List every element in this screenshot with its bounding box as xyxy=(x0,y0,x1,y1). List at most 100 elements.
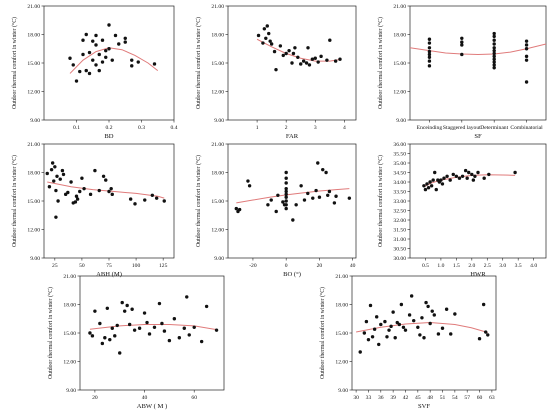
data-point-hwr xyxy=(429,184,434,188)
fit-line-sf xyxy=(409,43,547,55)
data-point-abh xyxy=(78,189,82,194)
x-tick-label-bo: 40 xyxy=(350,263,356,269)
data-point-svf xyxy=(399,302,404,307)
data-point-svf xyxy=(428,321,432,326)
data-point-svf xyxy=(377,342,381,347)
data-point-bd xyxy=(78,69,82,74)
y-tick-label-abw: 15.00 xyxy=(63,331,76,337)
data-point-hwr xyxy=(434,187,438,192)
data-point-sf xyxy=(524,54,529,59)
y-tick-label-bo: 9.00 xyxy=(214,256,224,262)
data-point-bo xyxy=(326,193,330,197)
data-point-far xyxy=(269,42,274,46)
panel-abh: 9.00 12.00 15.00 18.00 21.00 25 50 75 100 125 ABH … xyxy=(11,142,175,278)
data-point-sf xyxy=(524,47,529,51)
data-point-abw xyxy=(137,326,142,330)
data-point-sf xyxy=(492,34,496,39)
data-point-hwr xyxy=(513,170,517,175)
data-point-bo xyxy=(314,188,318,193)
plot-frame-abh xyxy=(43,143,175,259)
data-point-bo xyxy=(299,184,303,188)
data-point-bd xyxy=(123,40,127,44)
y-tick-label-svf: 18.00 xyxy=(335,302,348,308)
data-point-bd xyxy=(68,56,72,60)
data-point-abh xyxy=(143,198,147,202)
data-point-svf xyxy=(401,325,406,329)
data-point-abh xyxy=(150,193,155,197)
data-point-sf xyxy=(427,55,432,59)
y-axis-title-sf: Outdoor thermal comfort in winter (°C) xyxy=(377,17,384,109)
data-point-abh xyxy=(128,197,133,201)
data-point-far xyxy=(310,57,315,61)
data-point-abw xyxy=(120,300,124,305)
y-tick-label-hwr: 32.50 xyxy=(393,208,406,214)
y-tick-label-bd: 15.00 xyxy=(27,61,40,67)
data-point-bd xyxy=(123,36,127,40)
x-tick-label-abw: 60 xyxy=(191,395,197,401)
data-point-abw xyxy=(199,339,204,344)
data-point-bd xyxy=(87,71,92,76)
y-tick-label-abw: 9.00 xyxy=(66,388,76,394)
data-point-svf xyxy=(412,318,416,323)
data-point-bo xyxy=(294,203,298,207)
y-tick-label-bd: 21.00 xyxy=(27,4,40,10)
data-point-hwr xyxy=(425,182,429,186)
x-tick-label-svf: 42 xyxy=(403,395,409,401)
y-tick-label-bo: 15.00 xyxy=(211,199,224,205)
data-point-far xyxy=(338,57,342,61)
data-point-bo xyxy=(266,203,270,207)
data-point-abw xyxy=(93,309,97,313)
x-tick-label-abh: 75 xyxy=(106,263,112,269)
data-point-abh xyxy=(74,194,79,198)
y-tick-label-bo: 21.00 xyxy=(211,142,224,148)
x-tick-label-bd: 0.2 xyxy=(106,125,113,131)
data-point-svf xyxy=(383,319,387,324)
y-axis-title-svf: Outdoor thermal comfort in winter (°C) xyxy=(319,287,326,379)
data-point-far xyxy=(316,60,320,64)
data-point-far xyxy=(264,36,268,40)
data-point-abh xyxy=(45,171,49,176)
data-point-sf xyxy=(427,37,432,41)
data-point-svf xyxy=(379,322,383,327)
y-tick-label-bd: 18.00 xyxy=(27,32,40,38)
y-tick-label-bd: 12.00 xyxy=(27,89,40,95)
data-point-svf xyxy=(389,324,393,329)
y-tick-label-bd: 9.00 xyxy=(30,118,40,124)
data-point-far xyxy=(313,56,317,60)
data-point-sf xyxy=(492,31,496,36)
data-point-sf xyxy=(492,66,496,70)
data-point-svf xyxy=(372,327,377,331)
data-point-bd xyxy=(94,63,98,67)
panel-bd: 9.00 12.00 15.00 18.00 21.00 0.1 0.2 0.3 0.4 BD Ou… xyxy=(11,4,178,140)
data-point-far xyxy=(299,62,303,66)
data-point-bo xyxy=(276,193,280,197)
data-point-bo xyxy=(284,203,288,207)
data-point-hwr xyxy=(445,174,449,178)
data-point-bd xyxy=(136,60,140,64)
data-point-bd xyxy=(104,55,108,59)
data-point-hwr xyxy=(428,180,432,184)
data-point-abw xyxy=(113,334,117,338)
data-point-abw xyxy=(192,325,196,329)
data-point-bd xyxy=(91,39,95,43)
data-point-sf xyxy=(460,40,464,44)
plot-frame-abw xyxy=(79,275,225,391)
data-point-sf xyxy=(460,43,464,47)
y-tick-label-far: 21.00 xyxy=(211,4,224,10)
x-tick-label-abw: 40 xyxy=(142,395,148,401)
x-axis-title-bo: BO (°) xyxy=(283,271,301,278)
y-axis-title-bd: Outdoor thermal comfort in winter (°C) xyxy=(11,17,18,109)
x-tick-label-bo: 20 xyxy=(317,263,323,269)
data-point-bd xyxy=(100,38,105,42)
plot-frame-sf xyxy=(409,5,547,121)
data-point-abw xyxy=(122,309,127,313)
data-point-abw xyxy=(125,303,129,308)
data-point-abw xyxy=(90,334,95,338)
data-point-bd xyxy=(94,33,98,38)
data-point-hwr xyxy=(426,186,431,190)
data-point-svf xyxy=(358,350,362,354)
x-tick-label-svf: 33 xyxy=(366,395,372,401)
data-point-abh xyxy=(58,177,62,181)
data-point-abh xyxy=(101,174,106,178)
data-point-bo xyxy=(234,206,239,211)
